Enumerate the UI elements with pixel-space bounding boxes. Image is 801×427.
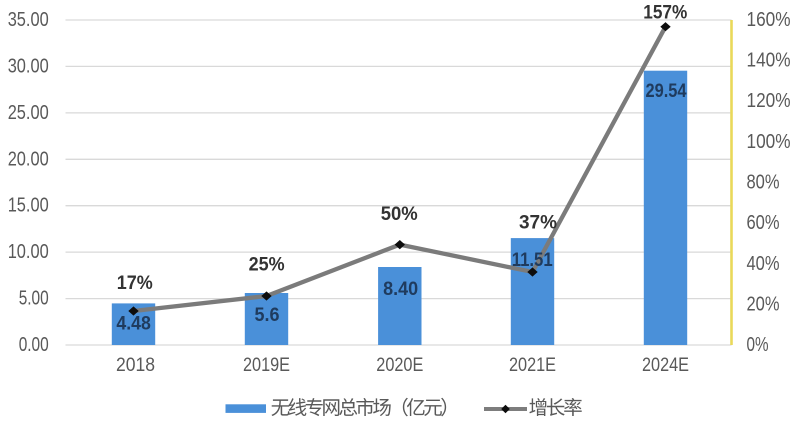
svg-text:0.00: 0.00 [19,334,49,356]
svg-text:5.6: 5.6 [255,305,280,326]
svg-text:4.48: 4.48 [116,313,151,334]
svg-text:30.00: 30.00 [8,55,49,77]
svg-text:2021E: 2021E [509,354,556,376]
svg-text:50%: 50% [381,204,418,225]
svg-text:60%: 60% [747,212,780,234]
svg-text:80%: 80% [747,172,780,194]
svg-text:10.00: 10.00 [8,241,49,263]
svg-text:0%: 0% [747,334,769,356]
svg-text:160%: 160% [747,9,791,31]
svg-text:15.00: 15.00 [8,195,49,217]
svg-text:17%: 17% [117,273,153,294]
svg-text:40%: 40% [747,253,780,275]
svg-text:5.00: 5.00 [19,288,49,310]
svg-text:25.00: 25.00 [8,102,49,124]
svg-text:140%: 140% [747,50,791,72]
svg-text:2019E: 2019E [243,354,290,376]
svg-text:2018: 2018 [116,354,155,376]
svg-text:8.40: 8.40 [383,279,418,300]
svg-text:37%: 37% [519,213,557,234]
svg-text:2024E: 2024E [642,354,689,376]
svg-text:120%: 120% [747,90,791,112]
svg-text:2020E: 2020E [376,354,423,376]
svg-text:29.54: 29.54 [646,81,687,102]
svg-text:100%: 100% [747,131,791,153]
svg-text:35.00: 35.00 [8,9,49,31]
svg-text:25%: 25% [249,255,285,276]
svg-text:20.00: 20.00 [8,148,49,170]
svg-text:11.51: 11.51 [512,250,553,271]
svg-text:157%: 157% [643,3,687,24]
svg-text:20%: 20% [747,293,780,315]
